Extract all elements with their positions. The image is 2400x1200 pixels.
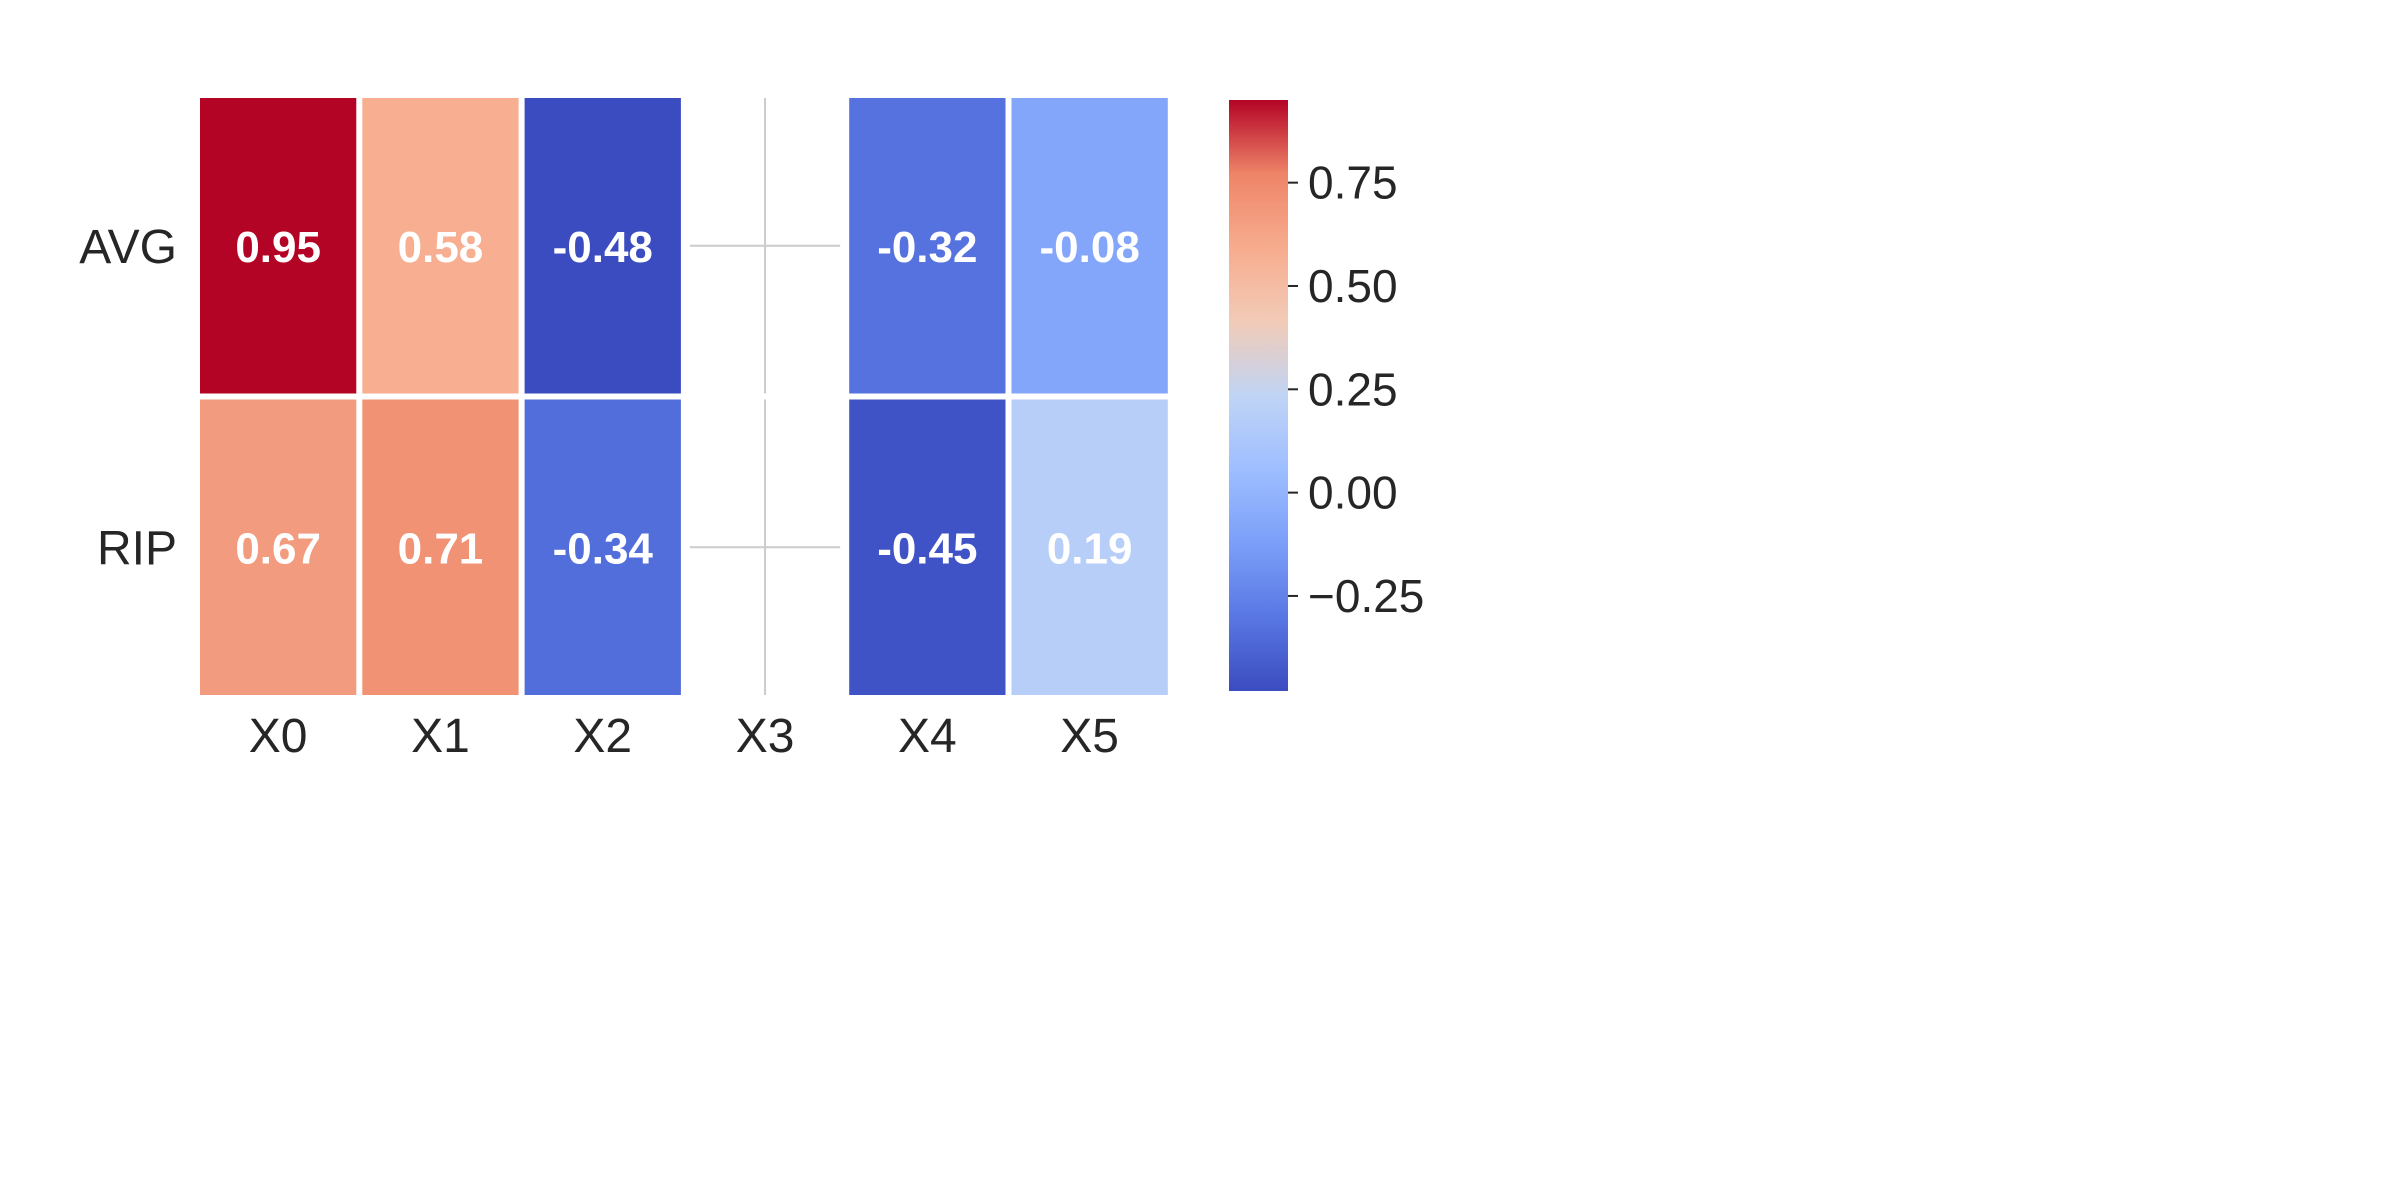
heatmap-cells: 0.95 0.58 -0.48 -0.32 -0.08 0.67 0.71 -0.34 -0.4… (200, 98, 1168, 695)
heatmap-cell (1011, 98, 1168, 394)
colorbar-tick-label: −0.25 (1308, 570, 1424, 622)
heatmap-cell (524, 98, 681, 394)
heatmap-cell (849, 98, 1006, 394)
heatmap-cell (200, 399, 357, 695)
heatmap-cell (524, 399, 681, 695)
colorbar: 0.75 0.50 0.25 0.00 −0.25 (1229, 100, 1424, 691)
x-tick-label: X5 (1060, 710, 1119, 763)
colorbar-tick-label: 0.50 (1308, 260, 1398, 312)
y-tick-labels: AVG RIP (79, 221, 177, 576)
cell-value-label: -0.34 (553, 524, 654, 573)
cell-value-label: 0.95 (235, 223, 321, 272)
x-tick-label: X4 (898, 710, 957, 763)
colorbar-gradient (1229, 100, 1288, 691)
heatmap-chart: 0.95 0.58 -0.48 -0.32 -0.08 0.67 0.71 -0.34 -0.4… (79, 98, 1424, 763)
cell-value-label: 0.67 (235, 524, 321, 573)
colorbar-tick-label: 0.25 (1308, 363, 1398, 415)
cell-value-label: -0.48 (553, 223, 653, 272)
colorbar-tick-label: 0.00 (1308, 467, 1398, 519)
heatmap-cell (200, 98, 357, 394)
colorbar-tick-label: 0.75 (1308, 157, 1398, 209)
heatmap-cell (362, 399, 519, 695)
x-tick-label: X2 (573, 710, 632, 763)
x-tick-label: X0 (249, 710, 308, 763)
cell-value-label: -0.08 (1040, 223, 1140, 272)
y-tick-label: AVG (79, 221, 177, 274)
cell-value-label: -0.32 (877, 223, 977, 272)
cell-value-label: 0.19 (1047, 524, 1133, 573)
y-tick-label: RIP (97, 522, 177, 575)
cell-value-label: 0.58 (398, 223, 484, 272)
x-tick-label: X1 (411, 710, 470, 763)
heatmap-cell (362, 98, 519, 394)
cell-value-label: 0.71 (398, 524, 484, 573)
heatmap-cell (1011, 399, 1168, 695)
cell-value-label: -0.45 (877, 524, 977, 573)
x-tick-label: X3 (736, 710, 795, 763)
x-tick-labels: X0 X1 X2 X3 X4 X5 (249, 710, 1119, 763)
heatmap-cell (849, 399, 1006, 695)
